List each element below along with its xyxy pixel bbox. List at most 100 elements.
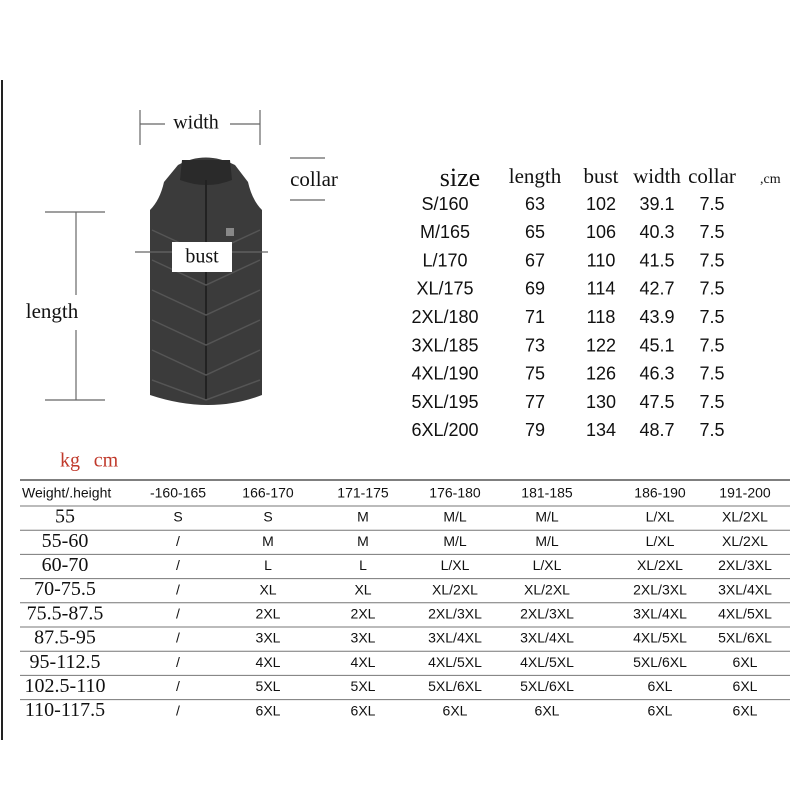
size-cell: 118	[587, 307, 616, 327]
table-header: 181-185	[521, 485, 573, 501]
table-cell: 6XL	[648, 678, 673, 694]
table-cell: 5XL	[351, 678, 376, 694]
size-cell: 73	[525, 335, 545, 355]
weight-cell: 70-75.5	[34, 578, 96, 600]
table-cell: XL/2XL	[524, 581, 570, 597]
table-cell: 5XL/6XL	[718, 630, 772, 646]
size-cell: 67	[525, 250, 545, 270]
table-cell: /	[176, 606, 180, 622]
size-table: size length bust width collar ,cm S/160 63 102 39…	[411, 163, 780, 440]
table-cell: L	[359, 557, 367, 573]
size-cell: 65	[525, 222, 545, 242]
table-cell: XL	[354, 581, 371, 597]
weight-cell: 102.5-110	[25, 675, 106, 697]
size-cell: 6XL/200	[411, 420, 478, 440]
table-header: Weight/.height	[22, 485, 111, 501]
table-cell: L/XL	[646, 509, 675, 525]
size-cell: 106	[586, 222, 616, 242]
table-cell: 2XL	[256, 606, 281, 622]
table-cell: XL/2XL	[637, 557, 683, 573]
table-cell: /	[176, 678, 180, 694]
table-cell: 2XL	[351, 606, 376, 622]
size-cell: 47.5	[639, 392, 674, 412]
table-cell: L/XL	[441, 557, 470, 573]
table-cell: 6XL	[443, 702, 468, 718]
table-cell: 3XL/4XL	[718, 581, 772, 597]
vest	[150, 157, 262, 405]
size-cell: 134	[586, 420, 616, 440]
collar-label: collar	[290, 167, 338, 191]
size-cell: 7.5	[699, 194, 724, 214]
size-cell: 7.5	[699, 279, 724, 299]
weight-cell: 110-117.5	[25, 699, 105, 721]
size-header: width	[633, 164, 681, 188]
size-cell: 63	[525, 194, 545, 214]
size-cell: 7.5	[699, 250, 724, 270]
size-cell: 79	[525, 420, 545, 440]
table-cell: /	[176, 702, 180, 718]
table-cell: 6XL	[733, 678, 758, 694]
size-cell: 46.3	[639, 364, 674, 384]
size-cell: 77	[525, 392, 545, 412]
size-header: size	[440, 163, 480, 192]
weight-table: Weight/.height -160-165 166-170 171-175 176-…	[20, 479, 790, 721]
size-cell: 4XL/190	[411, 364, 478, 384]
weight-cell: 60-70	[42, 554, 89, 576]
table-cell: S	[263, 509, 272, 525]
size-cell: 110	[587, 250, 616, 270]
size-cell: 3XL/185	[411, 335, 478, 355]
table-header: 166-170	[242, 485, 294, 501]
table-cell: 4XL/5XL	[520, 654, 574, 670]
table-header: -160-165	[150, 485, 206, 501]
table-cell: 2XL/3XL	[520, 606, 574, 622]
table-cell: /	[176, 581, 180, 597]
table-cell: 2XL/3XL	[428, 606, 482, 622]
size-cell: 42.7	[639, 279, 674, 299]
size-cell: S/160	[421, 194, 468, 214]
table-cell: 3XL	[256, 630, 281, 646]
size-cell: 43.9	[639, 307, 674, 327]
table-cell: 5XL	[256, 678, 281, 694]
bust-label: bust	[185, 246, 219, 268]
table-header: 186-190	[634, 485, 686, 501]
table-cell: 4XL	[351, 654, 376, 670]
table-cell: 4XL/5XL	[428, 654, 482, 670]
table-cell: 5XL/6XL	[520, 678, 574, 694]
size-cell: 7.5	[699, 364, 724, 384]
table-cell: 3XL/4XL	[633, 606, 687, 622]
size-unit: ,cm	[760, 172, 781, 187]
table-cell: M	[262, 533, 274, 549]
table-cell: 4XL	[256, 654, 281, 670]
size-cell: 122	[586, 335, 616, 355]
size-cell: 40.3	[639, 222, 674, 242]
table-cell: 5XL/6XL	[633, 654, 687, 670]
table-cell: /	[176, 630, 180, 646]
measure-lines	[45, 110, 325, 401]
table-cell: 3XL	[351, 630, 376, 646]
bust-label-bg	[172, 242, 232, 272]
weight-cell: 87.5-95	[34, 627, 96, 649]
size-cell: 102	[586, 194, 616, 214]
table-cell: 4XL/5XL	[633, 630, 687, 646]
size-cell: 69	[525, 279, 545, 299]
size-cell: 5XL/195	[411, 392, 478, 412]
table-cell: S	[173, 509, 182, 525]
unit-kg: kg	[60, 450, 80, 472]
table-cell: M/L	[535, 509, 559, 525]
table-cell: 6XL	[733, 654, 758, 670]
table-cell: L/XL	[533, 557, 562, 573]
weight-cell: 55	[55, 506, 75, 528]
table-cell: 2XL/3XL	[633, 581, 687, 597]
size-cell: XL/175	[416, 279, 473, 299]
size-cell: 7.5	[699, 392, 724, 412]
table-cell: L/XL	[646, 533, 675, 549]
size-header: collar	[688, 164, 736, 188]
weight-cell: 95-112.5	[30, 651, 101, 673]
table-cell: XL/2XL	[722, 509, 768, 525]
table-cell: L	[264, 557, 272, 573]
size-cell: 7.5	[699, 222, 724, 242]
weight-cell: 75.5-87.5	[27, 602, 104, 624]
table-cell: 6XL	[733, 702, 758, 718]
table-cell: 2XL/3XL	[718, 557, 772, 573]
